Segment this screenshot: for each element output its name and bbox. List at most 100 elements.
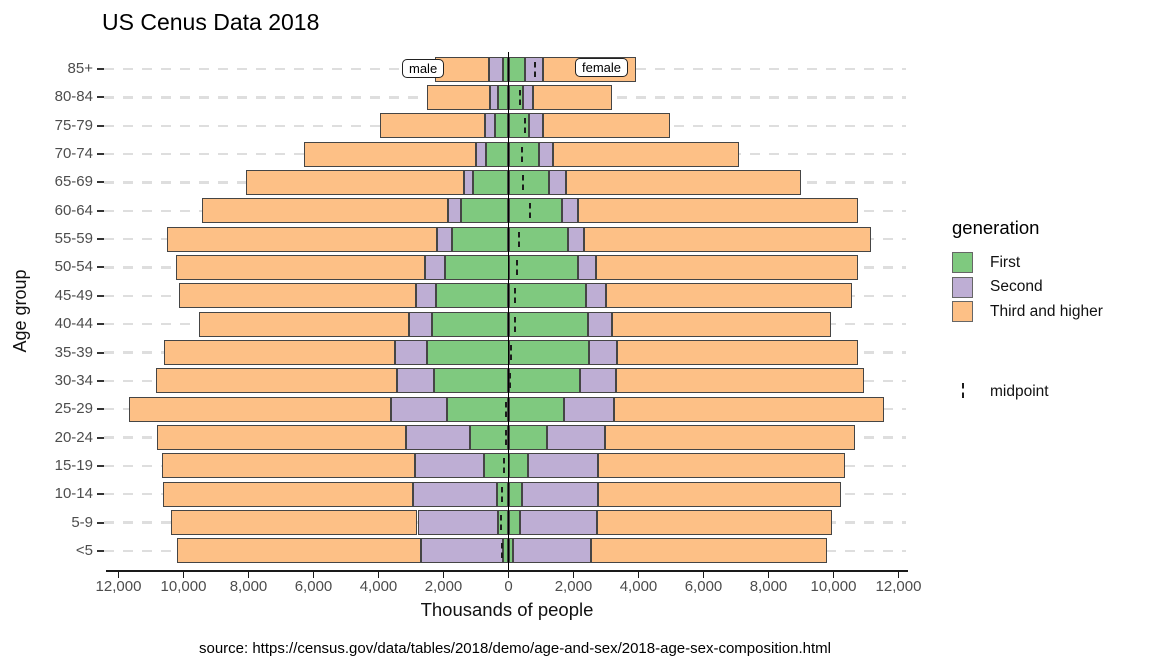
bar-segment-female-35-39	[508, 340, 590, 365]
bar-segment-male-55-59	[166, 226, 437, 252]
y-axis-tick-label: 80-84	[54, 88, 93, 106]
x-axis-tick	[897, 571, 900, 578]
x-axis-tick-label: 6,000	[294, 578, 333, 595]
bar-segment-female-65-69	[508, 169, 550, 195]
bar-segment-female-40-44	[587, 311, 612, 337]
bar-segment-female-80-84	[508, 84, 523, 110]
y-axis-tick-label: 30-34	[54, 371, 93, 389]
bar-segment-male-25-29	[128, 396, 391, 422]
midpoint-marker-5-9	[500, 515, 503, 531]
y-axis-tick-label: 65-69	[54, 173, 93, 191]
bar-segment-male-<5	[421, 538, 504, 564]
bar-segment-male-15-19	[162, 453, 415, 479]
bar-segment-female-50-54	[508, 254, 578, 280]
bar-segment-male-50-54	[445, 254, 509, 280]
x-axis-title: Thousands of people	[420, 599, 594, 620]
bar-segment-female-85+	[525, 56, 544, 82]
y-axis-tick-label: 75-79	[54, 116, 93, 134]
midpoint-marker-10-14	[501, 486, 503, 502]
midpoint-marker-55-59	[517, 231, 520, 247]
bar-segment-female-5-9	[596, 510, 832, 536]
male-annotation-label: male	[402, 59, 445, 78]
y-axis-tick	[97, 209, 104, 212]
bar-segment-male-65-69	[245, 169, 465, 195]
midpoint-marker-20-24	[504, 430, 507, 446]
bar-segment-female-25-29	[508, 396, 565, 422]
bar-segment-male-20-24	[405, 425, 470, 451]
y-axis-tick	[97, 68, 104, 70]
x-axis-tick-label: 12,000	[95, 578, 142, 595]
y-axis-tick-label: 70-74	[54, 145, 93, 163]
bar-segment-female-<5	[513, 538, 591, 564]
bar-segment-female-75-79	[542, 113, 671, 139]
y-axis-tick	[97, 521, 104, 524]
y-axis-tick-label: 35-39	[54, 343, 93, 361]
bar-segment-male-35-39	[164, 340, 396, 365]
bar-segment-female-60-64	[561, 198, 578, 224]
midpoint-marker-75-79	[524, 118, 527, 134]
bar-segment-male-70-74	[475, 141, 487, 167]
bar-segment-male-40-44	[409, 311, 432, 337]
bar-segment-male-55-59	[452, 226, 509, 252]
bar-segment-male-30-34	[396, 368, 435, 394]
y-axis-tick-label: 25-29	[54, 400, 93, 418]
bar-segment-female-70-74	[508, 141, 540, 167]
source-caption: source: https://census.gov/data/tables/2…	[198, 640, 832, 657]
y-axis-tick	[97, 464, 104, 467]
legend-title: generation	[952, 217, 1040, 238]
bar-segment-male-25-29	[447, 396, 509, 422]
midpoint-marker-45-49	[514, 288, 517, 304]
bar-segment-male-30-34	[434, 368, 509, 394]
bar-segment-male-25-29	[390, 396, 448, 422]
y-axis-tick	[97, 294, 104, 297]
legend-swatch-second	[952, 276, 973, 298]
bar-segment-female-55-59	[568, 226, 585, 252]
bar-segment-female-15-19	[508, 453, 529, 479]
y-axis-tick	[97, 124, 104, 127]
bar-segment-male-65-69	[473, 169, 509, 195]
x-axis-tick-label: 10,000	[810, 578, 857, 595]
y-axis-tick-label: 5-9	[71, 513, 93, 531]
bar-segment-female-5-9	[519, 510, 597, 536]
bar-segment-female-50-54	[577, 254, 596, 280]
midpoint-marker-15-19	[502, 458, 505, 474]
y-axis-tick-label: <5	[75, 541, 93, 559]
midpoint-marker-65-69	[522, 174, 525, 190]
bar-segment-female-35-39	[589, 340, 617, 365]
bar-segment-female-30-34	[580, 368, 617, 394]
bar-segment-male-20-24	[469, 425, 509, 451]
bar-segment-female-40-44	[508, 311, 588, 337]
bar-segment-male-50-54	[176, 254, 425, 280]
bar-segment-male-15-19	[414, 453, 485, 479]
legend-item-label: Second	[990, 278, 1043, 295]
bar-segment-male-85+	[489, 56, 503, 82]
x-axis-tick	[182, 571, 185, 578]
bar-segment-female-15-19	[597, 453, 846, 479]
bar-segment-male-40-44	[431, 311, 509, 337]
bar-segment-male-40-44	[199, 311, 410, 337]
bar-segment-female-30-34	[508, 368, 580, 394]
bar-segment-female-80-84	[522, 84, 533, 110]
bar-segment-female-70-74	[552, 141, 740, 167]
bar-segment-female-75-79	[529, 113, 543, 139]
y-axis-tick-label: 60-64	[54, 201, 93, 219]
y-axis-tick	[97, 549, 104, 552]
bar-segment-female-10-14	[522, 481, 598, 507]
x-axis-tick	[312, 571, 315, 578]
bar-segment-male-15-19	[484, 453, 509, 479]
y-axis-tick-label: 55-59	[54, 230, 93, 248]
bar-segment-male-75-79	[494, 113, 509, 139]
y-axis-tick	[97, 379, 104, 382]
bar-segment-male-65-69	[464, 169, 474, 195]
midpoint-marker-60-64	[528, 203, 531, 219]
bar-segment-female-65-69	[549, 169, 566, 195]
bar-segment-female-15-19	[528, 453, 598, 479]
midpoint-legend-label: midpoint	[990, 383, 1049, 400]
midpoint-marker-30-34	[509, 373, 512, 389]
bar-segment-male-20-24	[156, 425, 406, 451]
x-axis-tick-label: 8,000	[749, 578, 788, 595]
x-axis-tick-label: 4,000	[359, 578, 398, 595]
y-axis-tick	[97, 323, 104, 326]
midpoint-marker-80-84	[518, 89, 521, 105]
